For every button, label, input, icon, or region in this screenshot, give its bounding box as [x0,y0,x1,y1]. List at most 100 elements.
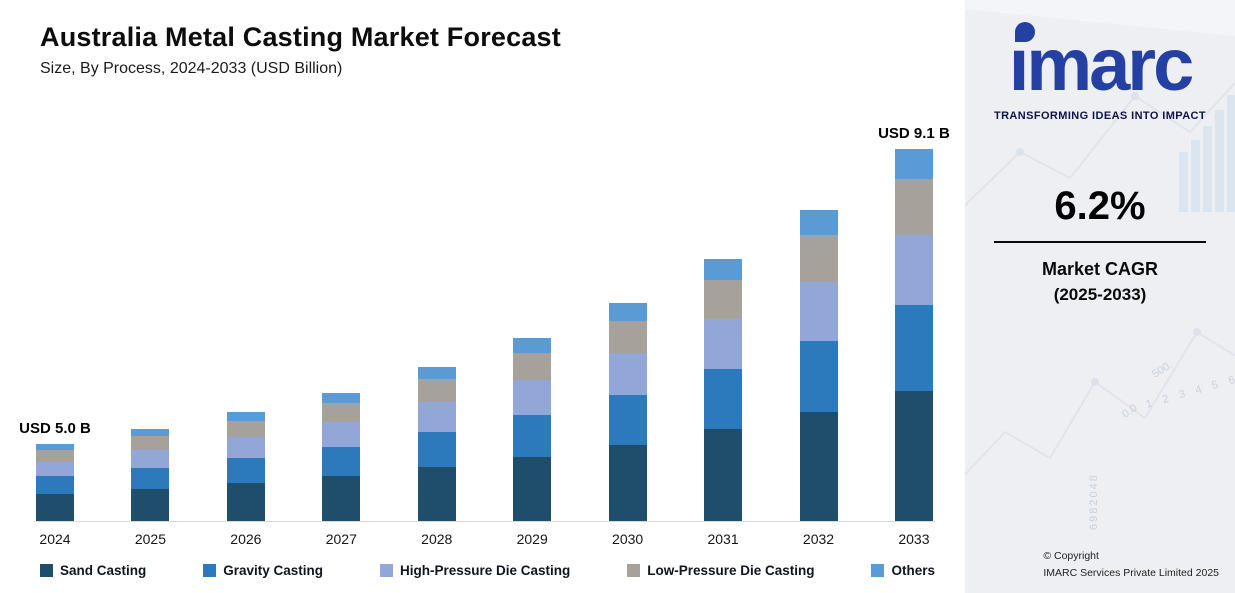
decorative-fold [965,0,1235,36]
legend-label-gravity-casting: Gravity Casting [223,563,323,578]
x-axis-labels: 2024 2025 2026 2027 2028 2029 2030 2031 2032 2033 [34,522,935,547]
bar-segment-gravity-casting [608,394,647,445]
x-axis-label-2032: 2032 [802,531,835,547]
chart-subtitle: Size, By Process, 2024-2033 (USD Billion… [40,60,343,77]
bar-group-2027 [320,393,362,521]
bar-segment-low-pressure-die-casting [417,379,456,403]
bar-segment-sand-casting [417,467,456,521]
legend-swatch-others [871,564,885,577]
bar-group-2025 [129,429,171,521]
bar-segment-low-pressure-die-casting [36,450,74,462]
bar-segment-sand-casting [513,456,552,521]
bar-segment-low-pressure-die-casting [131,436,170,451]
x-axis-label-2028: 2028 [421,531,453,547]
chart-header: Australia Metal Casting Market Forecast … [0,0,965,78]
x-axis-label-2029: 2029 [516,531,548,547]
stacked-bar-2024 [36,444,74,521]
bar-segment-high-pressure-die-casting [131,450,170,468]
x-axis-label-2024: 2024 [39,531,71,547]
chart-panel: Australia Metal Casting Market Forecast … [0,0,965,578]
cagr-period: (2025-2033) [1053,285,1147,304]
stacked-bar-2031 [704,259,743,521]
bar-segment-others [513,338,552,353]
bar-group-2026 [225,412,267,521]
x-axis-label-2026: 2026 [230,531,262,547]
bar-segment-sand-casting [894,390,933,521]
legend: Sand Casting Gravity Casting High-Pressure… [0,547,965,578]
cagr-block: 6.2% Market CAGR (2025-2033) [994,184,1206,305]
bar-segment-high-pressure-die-casting [513,380,552,415]
decorative-dot [1131,92,1139,100]
bar-segment-others [894,149,933,179]
bar-segment-others [131,429,170,437]
decorative-dot [1091,378,1099,386]
legend-swatch-gravity-casting [203,564,217,577]
copyright-line1: © Copyright [1043,550,1099,563]
bar-segment-high-pressure-die-casting [226,437,265,458]
copyright-line2: IMARC Services Private Limited 2025 [1043,566,1219,579]
bar-segment-sand-casting [131,488,170,521]
bar-segment-sand-casting [226,482,265,521]
bar-segment-low-pressure-die-casting [226,420,265,438]
bar-segment-others [322,393,361,404]
x-axis-label-2025: 2025 [134,531,167,547]
bar-segment-low-pressure-die-casting [322,403,361,423]
brand-panel: 0.0 500. 1 2 3 4 5 6 7 8 6982048 ımarc T… [965,0,1235,593]
legend-swatch-sand-casting [40,564,53,577]
x-axis-label-2031: 2031 [707,531,739,547]
x-axis-label-2030: 2030 [612,531,644,547]
decorative-bar [1203,126,1212,212]
decorative-bar [1215,110,1224,212]
bar-segment-gravity-casting [226,457,265,483]
legend-label-low-pressure-die-casting: Low-Pressure Die Casting [647,563,815,578]
bar-group-2029 [511,338,553,521]
imarc-logo: ımarc [1008,22,1194,106]
bar-segment-high-pressure-die-casting [799,281,838,341]
brand-panel-content: ımarc TRANSFORMING IDEAS INTO IMPACT 6.2… [965,0,1235,593]
cagr-divider [994,241,1206,243]
legend-item-others: Others [871,563,935,578]
legend-swatch-high-pressure-die-casting [379,564,393,577]
bar-segment-gravity-casting [417,431,456,468]
legend-item-sand-casting: Sand Casting [40,563,146,578]
logo-pin-icon [1014,22,1035,42]
stacked-bar-2026 [226,412,265,521]
bar-value-annotation-2033: USD 9.1 B [878,125,950,142]
legend-label-sand-casting: Sand Casting [60,563,147,578]
legend-label-high-pressure-die-casting: High-Pressure Die Casting [399,563,571,578]
decorative-dot [1016,148,1024,156]
x-axis-label-2027: 2027 [325,531,357,547]
legend-item-low-pressure-die-casting: Low-Pressure Die Casting [627,563,815,578]
stacked-bar-2032 [799,210,838,521]
bar-segment-others [226,412,265,421]
bar-segment-low-pressure-die-casting [513,352,552,381]
bar-segment-high-pressure-die-casting [417,402,456,432]
bars-row: USD 5.0 B USD 9.1 B [19,125,950,522]
bar-segment-low-pressure-die-casting [608,320,647,354]
bar-segment-others [608,303,647,321]
bar-group-2024: USD 5.0 B [19,420,91,521]
bar-segment-others [36,444,74,451]
stacked-bar-2025 [131,429,170,521]
cagr-value: 6.2% [1054,184,1146,228]
decorative-line-top [965,81,1235,207]
bar-segment-others [704,259,743,281]
bar-group-2028 [416,367,458,521]
legend-label-others: Others [891,563,935,578]
decorative-bar [1191,140,1200,212]
bar-segment-low-pressure-die-casting [894,178,933,235]
bar-segment-sand-casting [322,476,361,521]
bar-segment-gravity-casting [131,467,170,489]
logo-tagline: TRANSFORMING IDEAS INTO IMPACT [993,110,1207,122]
bar-segment-sand-casting [608,444,647,521]
bar-segment-high-pressure-die-casting [322,422,361,447]
stacked-bar-chart: USD 5.0 B USD 9.1 B 2024 2025 2026 2027 2028 2… [0,78,965,547]
bar-segment-sand-casting [799,412,838,521]
logo-wordmark: ımarc [1008,23,1194,106]
bar-segment-others [417,367,456,380]
copyright-notice: © Copyright IMARC Services Private Limit… [1043,548,1219,581]
x-axis-label-2033: 2033 [898,531,930,547]
bar-segment-gravity-casting [322,446,361,477]
stacked-bar-2030 [608,303,647,521]
bar-segment-high-pressure-die-casting [894,234,933,306]
